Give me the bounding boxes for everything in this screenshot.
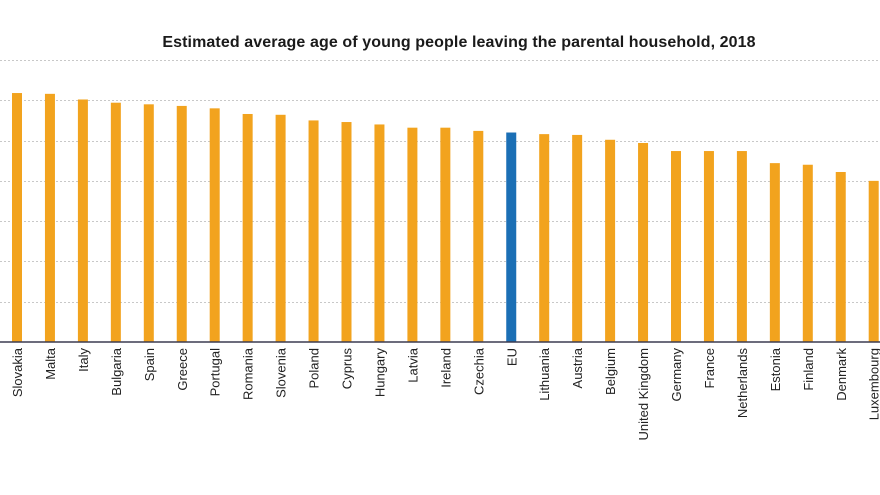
bar-luxembourg	[868, 180, 879, 342]
bar-greece	[176, 105, 187, 342]
x-tick-label: Finland	[801, 348, 816, 391]
bar-latvia	[407, 127, 418, 343]
x-tick-label: Germany	[669, 348, 684, 402]
bar-estonia	[769, 163, 780, 342]
x-tick-label: Slovakia	[10, 347, 25, 397]
x-tick-label: Greece	[175, 348, 190, 391]
x-tick-label: Czechia	[471, 347, 486, 395]
bar-eu	[506, 132, 517, 342]
bar-hungary	[374, 124, 385, 342]
bar-slovakia	[12, 93, 22, 342]
x-tick-label: Cyprus	[340, 348, 355, 390]
bar-czechia	[473, 130, 484, 342]
bar-portugal	[209, 108, 220, 342]
x-tick-label: Lithuania	[537, 347, 552, 401]
bar-cyprus	[341, 122, 352, 342]
bar-bulgaria	[110, 102, 121, 343]
x-tick-label: Luxembourg	[867, 348, 880, 420]
x-tick-label: Slovenia	[274, 347, 289, 398]
x-tick-label: Bulgaria	[109, 347, 124, 395]
gridlines	[0, 60, 880, 303]
bar-denmark	[835, 171, 846, 342]
bar-netherlands	[736, 151, 747, 342]
bar-germany	[671, 151, 681, 342]
bar-slovenia	[275, 114, 286, 342]
x-tick-label: Romania	[241, 347, 256, 400]
x-tick-label: Belgium	[603, 348, 618, 395]
bar-france	[703, 151, 714, 342]
x-tick-label: Netherlands	[735, 348, 750, 419]
x-tick-label: EU	[504, 348, 519, 366]
x-tick-label: Austria	[570, 347, 585, 388]
x-tick-label: Denmark	[834, 348, 849, 401]
x-tick-label: Estonia	[768, 347, 783, 391]
x-tick-label: Hungary	[372, 348, 387, 398]
x-tick-label: Poland	[307, 348, 322, 388]
bars	[12, 93, 879, 343]
x-tick-label: France	[702, 348, 717, 388]
bar-ireland	[440, 127, 451, 343]
bar-spain	[143, 104, 154, 342]
chart-title: Estimated average age of young people le…	[162, 34, 756, 51]
x-tick-label: United Kingdom	[636, 348, 651, 441]
bar-poland	[308, 120, 319, 342]
bar-malta	[44, 93, 55, 342]
bar-austria	[572, 134, 583, 342]
bar-united-kingdom	[638, 142, 649, 342]
bar-italy	[77, 99, 88, 342]
x-tick-label: Ireland	[438, 348, 453, 388]
x-tick-labels: Slovakia Malta Italy Bulgaria Spain Greece Por…	[10, 347, 880, 440]
bar-finland	[802, 164, 813, 342]
x-tick-label: Malta	[43, 347, 58, 380]
x-tick-label: Spain	[142, 348, 157, 381]
x-tick-label: Italy	[76, 348, 91, 372]
x-tick-label: Latvia	[405, 347, 420, 382]
bar-belgium	[605, 139, 616, 342]
x-tick-label: Portugal	[208, 348, 223, 397]
bar-lithuania	[539, 134, 550, 342]
bar-romania	[242, 113, 253, 343]
